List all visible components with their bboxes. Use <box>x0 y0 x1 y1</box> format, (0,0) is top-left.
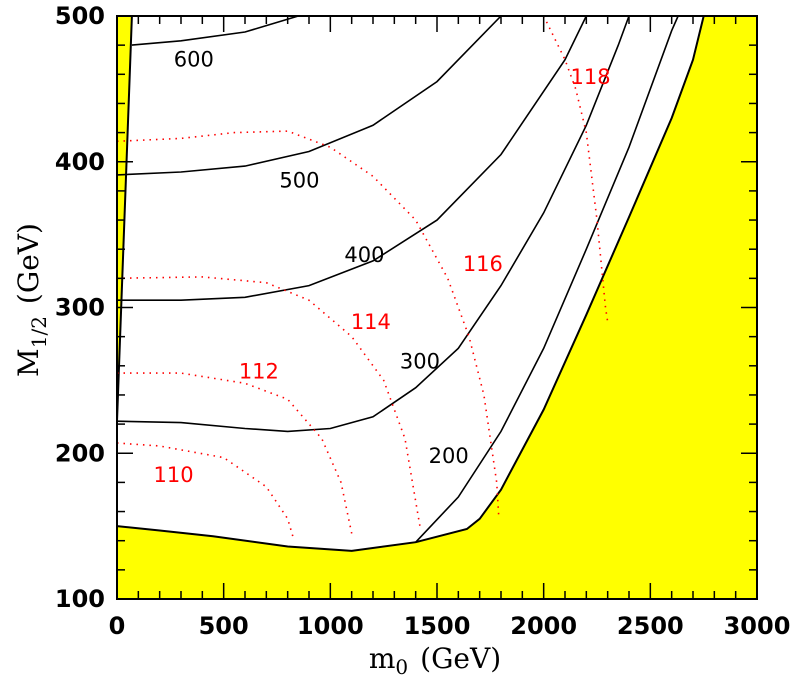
higgs-contour-112 <box>117 372 353 534</box>
excluded-region-2 <box>117 16 757 599</box>
x-tick-labels: 0 500 1000 1500 2000 2500 3000 <box>109 612 790 640</box>
x-tick-label: 500 <box>199 612 249 640</box>
x-axis-title-main: m <box>369 642 396 675</box>
x-tick-label: 2500 <box>617 612 684 640</box>
x-tick-label: 0 <box>109 612 126 640</box>
y-axis-title-main: M <box>12 348 45 377</box>
x-axis-title-sub: 0 <box>395 655 408 677</box>
contour-label-112: 112 <box>239 360 279 384</box>
contour-label-400: 400 <box>344 243 384 267</box>
higgs-contour-110 <box>117 442 295 541</box>
contour-label-118: 118 <box>571 65 611 89</box>
gluino-contour-600 <box>131 16 299 46</box>
y-axis-title-unit: (GeV) <box>12 223 45 304</box>
contour-labels: 600 500 400 300 200 110 112 114 116 118 <box>153 48 610 487</box>
y-tick-label: 100 <box>55 585 105 613</box>
gluino-contour-400 <box>117 16 588 301</box>
x-axis-title-unit: (GeV) <box>420 642 501 675</box>
contour-curves <box>117 16 679 543</box>
gluino-contour-200 <box>415 16 679 543</box>
contour-label-114: 114 <box>351 310 391 334</box>
gluino-contour-500 <box>117 16 502 176</box>
y-tick-label: 500 <box>55 2 105 30</box>
x-tick-label: 1500 <box>404 612 471 640</box>
x-tick-label: 1000 <box>297 612 364 640</box>
higgs-contour-114 <box>117 276 421 527</box>
contour-label-600: 600 <box>174 48 214 72</box>
x-tick-label: 3000 <box>724 612 790 640</box>
contour-label-200: 200 <box>429 444 469 468</box>
higgs-contour-118 <box>542 16 609 323</box>
axis-ticks <box>116 15 758 600</box>
y-tick-label: 200 <box>55 439 105 467</box>
contour-label-500: 500 <box>279 169 319 193</box>
y-tick-label: 300 <box>55 294 105 322</box>
excluded-region-1 <box>117 16 133 422</box>
y-axis-title: M1/2 (GeV) <box>12 223 51 377</box>
contour-label-110: 110 <box>153 463 193 487</box>
x-tick-label: 2000 <box>510 612 577 640</box>
x-axis-title: m0 (GeV) <box>369 642 501 677</box>
gluino-contour-300 <box>117 16 630 433</box>
contour-label-116: 116 <box>463 252 503 276</box>
y-tick-labels: 100 200 300 400 500 <box>55 2 105 613</box>
contour-label-300: 300 <box>400 349 440 373</box>
y-tick-label: 400 <box>55 148 105 176</box>
excluded-regions <box>117 16 757 599</box>
y-axis-title-sub: 1/2 <box>27 316 51 348</box>
